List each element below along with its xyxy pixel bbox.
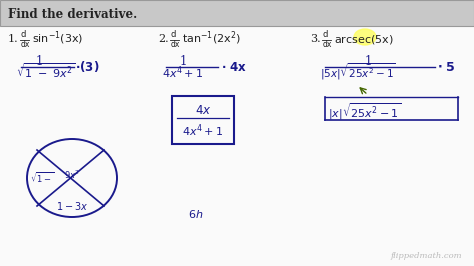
Text: dx: dx [171, 40, 181, 49]
Text: $\mathbf{\cdot\ 4x}$: $\mathbf{\cdot\ 4x}$ [221, 61, 247, 74]
Text: d: d [171, 30, 176, 39]
Text: 1: 1 [36, 55, 44, 68]
Bar [172, 96, 234, 144]
Text: $\sqrt{1\ -\ 9x^2}$: $\sqrt{1\ -\ 9x^2}$ [16, 62, 75, 80]
Ellipse shape [354, 29, 376, 45]
Text: $\mathsf{sin^{-1}(3x)}$: $\mathsf{sin^{-1}(3x)}$ [32, 29, 83, 47]
Text: $\sqrt{1-}$: $\sqrt{1-}$ [30, 171, 55, 185]
Bar [0, 0, 474, 26]
Text: d: d [21, 30, 27, 39]
Text: 1: 1 [180, 55, 187, 68]
Text: $6h$: $6h$ [188, 208, 203, 220]
Text: $4x$: $4x$ [195, 104, 211, 117]
Text: d: d [323, 30, 328, 39]
Text: $\mathbf{\cdot\ 5}$: $\mathbf{\cdot\ 5}$ [437, 61, 456, 74]
Text: $|5x|\sqrt{25x^2-1}$: $|5x|\sqrt{25x^2-1}$ [320, 62, 396, 82]
Text: $\mathsf{tan^{-1}(2x^2)}$: $\mathsf{tan^{-1}(2x^2)}$ [182, 29, 241, 47]
Text: 3.: 3. [310, 34, 320, 44]
Text: $9x^2$: $9x^2$ [64, 169, 80, 181]
Text: 1: 1 [365, 55, 373, 68]
Text: $4x^4+1$: $4x^4+1$ [182, 123, 224, 139]
Text: flippedmath.com: flippedmath.com [391, 252, 462, 260]
Text: $1-3x$: $1-3x$ [56, 200, 88, 212]
Text: dx: dx [21, 40, 30, 49]
Text: $\mathbf{\cdot(3)}$: $\mathbf{\cdot(3)}$ [75, 59, 100, 74]
Text: 1.: 1. [8, 34, 18, 44]
Text: $4x^4+1$: $4x^4+1$ [162, 65, 203, 81]
Text: $|x|\sqrt{25x^2-1}$: $|x|\sqrt{25x^2-1}$ [328, 101, 401, 122]
Text: dx: dx [323, 40, 332, 49]
Text: $\mathsf{arcsec(5x)}$: $\mathsf{arcsec(5x)}$ [334, 32, 394, 45]
Text: 2.: 2. [158, 34, 169, 44]
Text: Find the derivative.: Find the derivative. [8, 8, 137, 21]
